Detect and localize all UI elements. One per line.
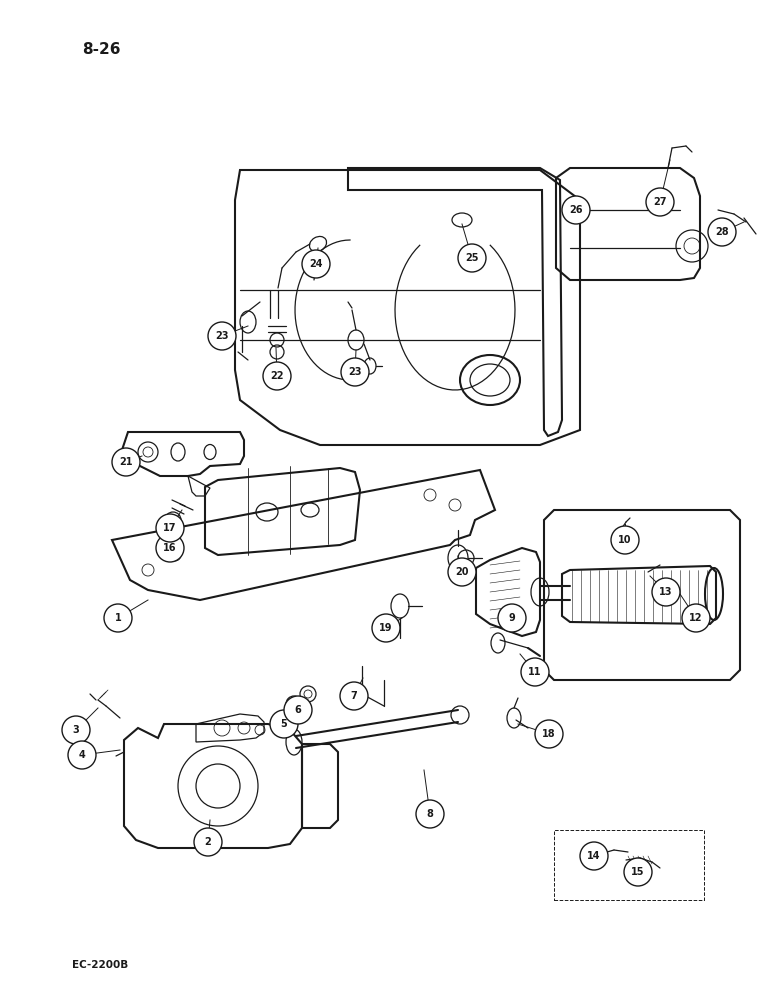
Circle shape [611,526,639,554]
Text: 22: 22 [270,371,284,381]
Text: 8-26: 8-26 [82,42,120,57]
Circle shape [521,658,549,686]
Text: 20: 20 [456,567,469,577]
Text: 4: 4 [78,750,85,760]
Circle shape [62,716,90,744]
Circle shape [194,828,222,856]
Circle shape [68,741,96,769]
Circle shape [270,710,298,738]
Text: 15: 15 [631,867,645,877]
Circle shape [284,696,312,724]
Text: EC-2200B: EC-2200B [72,960,128,970]
Text: 11: 11 [528,667,542,677]
Text: 14: 14 [587,851,601,861]
Circle shape [646,188,674,216]
Text: 23: 23 [348,367,362,377]
Text: 7: 7 [351,691,358,701]
Circle shape [340,682,368,710]
Circle shape [580,842,608,870]
Text: 1: 1 [115,613,121,623]
Circle shape [208,322,236,350]
Text: 24: 24 [310,259,323,269]
Circle shape [652,578,680,606]
Circle shape [416,800,444,828]
Text: 6: 6 [295,705,301,715]
Circle shape [104,604,132,632]
Text: 2: 2 [205,837,211,847]
Text: 8: 8 [427,809,434,819]
Text: 23: 23 [215,331,229,341]
Text: 28: 28 [715,227,729,237]
Text: 10: 10 [618,535,632,545]
Circle shape [708,218,736,246]
Text: 5: 5 [281,719,287,729]
Text: 16: 16 [163,543,177,553]
Text: 9: 9 [508,613,515,623]
Circle shape [302,250,330,278]
Circle shape [498,604,526,632]
Circle shape [682,604,710,632]
Circle shape [341,358,369,386]
Text: 25: 25 [466,253,479,263]
Text: 17: 17 [163,523,177,533]
Bar [554,830,704,900]
Text: 26: 26 [570,205,583,215]
Text: 12: 12 [689,613,703,623]
Circle shape [263,362,291,390]
Text: 18: 18 [542,729,556,739]
Text: 21: 21 [120,457,133,467]
Text: 19: 19 [379,623,393,633]
Circle shape [624,858,652,886]
Circle shape [156,514,184,542]
Text: 27: 27 [653,197,667,207]
Circle shape [448,558,476,586]
Circle shape [156,534,184,562]
Circle shape [458,244,486,272]
Circle shape [372,614,400,642]
Text: 3: 3 [73,725,79,735]
Text: 13: 13 [660,587,673,597]
Circle shape [112,448,140,476]
Circle shape [535,720,563,748]
Circle shape [562,196,590,224]
